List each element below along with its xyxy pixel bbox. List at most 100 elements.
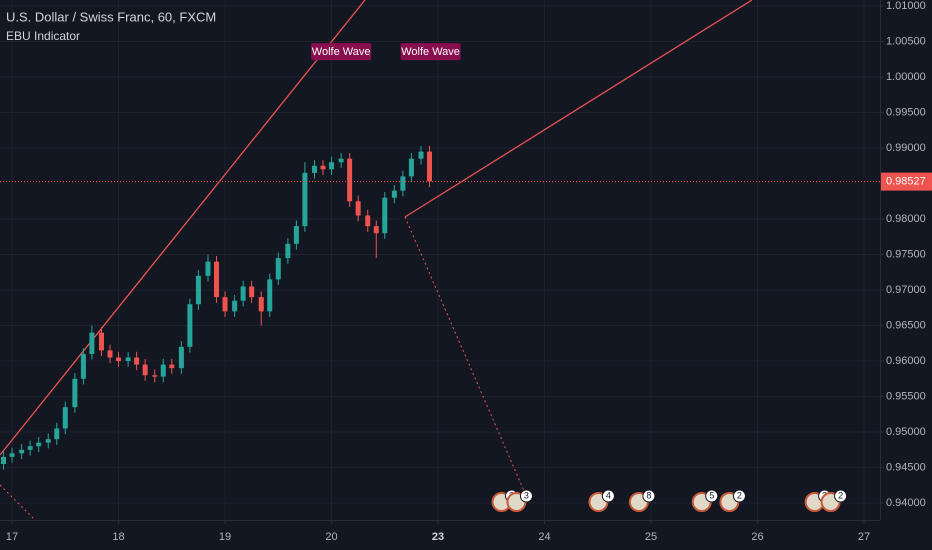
event-badge [601,489,615,503]
y-tick-label: 0.98000 [886,213,926,225]
candle-body [98,332,104,351]
grid [0,0,880,520]
candle-body [347,158,353,202]
candle-body [355,201,361,216]
candle-body [54,428,60,440]
candle-body [258,297,264,312]
candle-body [152,375,158,377]
candle-body [427,151,433,182]
wolfe-target-line [0,484,36,521]
candle-body [107,350,113,358]
x-tick-label: 23 [432,531,444,543]
x-tick-label: 26 [751,531,763,543]
candle-body [222,297,228,312]
candle-body [62,407,68,429]
candle-body [27,446,33,450]
y-tick-label: 1.00500 [886,35,926,47]
candle-body [80,353,86,379]
last-price-label: 0.98527 [886,176,926,188]
y-tick-label: 0.96500 [886,319,926,331]
candle-body [160,364,166,377]
candle-body [365,215,371,227]
candle-body [400,176,406,191]
candle-body [320,165,326,170]
event-count: 2 [737,490,742,500]
event-count: 4 [606,490,611,500]
event-count: 3 [524,490,529,500]
candle-body [72,378,78,408]
wolfe-line [404,0,753,218]
event-count: 8 [646,490,651,500]
candle-body [418,151,424,159]
y-tick-label: 0.97000 [886,284,926,296]
candle-body [338,158,344,163]
x-tick-label: 24 [538,531,550,543]
candle-body [408,158,414,177]
candle-body [285,243,291,259]
annotation-box [400,43,461,61]
y-tick-label: 0.99500 [886,106,926,118]
wolfe-line [0,0,366,456]
candle-body [178,346,184,369]
event-count: 5 [709,490,714,500]
y-tick-label: 1.01000 [886,0,926,12]
event-badge [732,489,746,503]
candle-body [302,172,308,227]
candle-body [214,261,220,298]
x-tick-label: 25 [645,531,657,543]
candle-body [169,364,175,369]
candle-body [275,258,281,280]
candle-body [134,357,140,365]
candle-body [240,286,246,301]
candle-body [382,197,388,234]
indicator-name: EBU Indicator [6,29,80,43]
y-tick-label: 0.95000 [886,426,926,438]
candle-body [232,300,238,312]
event-badge [519,489,533,503]
candle-body [142,364,148,376]
event-badge [705,489,719,503]
last-price-box [881,172,932,191]
candle-body [36,442,42,447]
y-tick-label: 0.94000 [886,497,926,509]
candle-body [9,453,15,457]
annotation-label: Wolfe Wave [312,46,371,58]
annotation-box [311,43,372,61]
candle-body [391,190,397,198]
x-tick-label: 19 [219,531,231,543]
y-tick-label: 0.97500 [886,248,926,260]
candle-body [249,286,255,298]
candle-body [329,162,335,170]
candle-body [187,304,193,347]
y-tick-label: 0.95500 [886,390,926,402]
event-badge [642,489,656,503]
candle-body [267,279,273,312]
candle-body [19,449,25,454]
x-tick-label: 18 [112,531,124,543]
candle-body [293,226,299,244]
candle-body [373,226,379,234]
plot [1,145,433,470]
candle-body [125,357,131,362]
chart-title: U.S. Dollar / Swiss Franc, 60, FXCM [6,9,216,24]
x-tick-label: 27 [858,531,870,543]
candle-body [45,439,51,443]
y-tick-label: 0.94500 [886,461,926,473]
y-tick-label: 0.96000 [886,355,926,367]
event-count: 2 [838,490,843,500]
x-tick-label: 17 [6,531,18,543]
y-tick-label: 0.99000 [886,142,926,154]
candle-body [311,165,317,173]
y-tick-label: 1.00000 [886,71,926,83]
candle-body [205,261,211,276]
wolfe-target-line [404,216,529,501]
candle-body [89,332,95,354]
annotation-label: Wolfe Wave [401,46,460,58]
x-tick-label: 20 [325,531,337,543]
event-badge [834,489,848,503]
candle-body [116,357,122,362]
candle-body [195,275,201,305]
candle-body [1,456,7,464]
